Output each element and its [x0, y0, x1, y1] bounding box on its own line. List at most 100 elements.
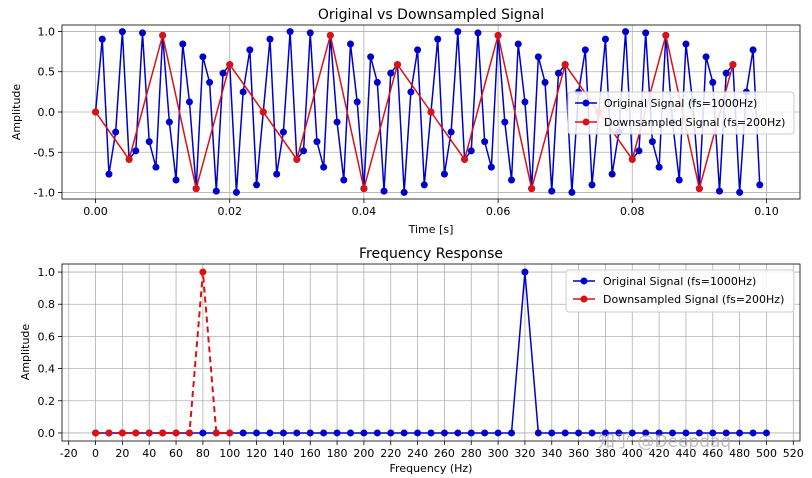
- data-point: [306, 29, 314, 37]
- data-point: [695, 185, 703, 193]
- x-tick-label: 440: [675, 447, 696, 460]
- data-point: [642, 429, 650, 437]
- watermark: 知乎 @Deepdaq: [598, 432, 731, 452]
- data-point: [454, 429, 462, 437]
- data-point: [192, 185, 200, 193]
- data-point: [185, 429, 193, 437]
- data-point: [534, 429, 542, 437]
- y-tick-label: 0.5: [38, 66, 56, 79]
- data-point: [400, 188, 408, 196]
- x-tick-label: 400: [622, 447, 643, 460]
- data-point: [729, 61, 737, 69]
- data-point: [669, 429, 677, 437]
- data-point: [145, 138, 153, 146]
- data-point: [736, 429, 744, 437]
- data-point: [172, 429, 180, 437]
- x-tick-label: 300: [488, 447, 509, 460]
- data-point: [655, 429, 663, 437]
- data-point: [273, 170, 281, 178]
- series-line-1: [94, 35, 734, 189]
- x-tick-label: 0.04: [352, 205, 377, 218]
- y-tick-label: -0.5: [34, 146, 55, 159]
- x-tick-label: 20: [115, 447, 129, 460]
- data-point: [320, 163, 328, 171]
- data-point: [554, 69, 562, 77]
- data-point: [682, 40, 690, 48]
- x-tick-label: 0.00: [83, 205, 108, 218]
- data-point: [239, 88, 247, 96]
- bottom-chart: Frequency Response -20 0 20 40 60 80 100 120 140…: [19, 246, 804, 475]
- data-point: [320, 429, 328, 437]
- data-point: [165, 118, 173, 126]
- x-tick-label: 380: [595, 447, 616, 460]
- bottom-chart-title: Frequency Response: [359, 246, 503, 262]
- bottom-chart-xlabel: Frequency (Hz): [390, 462, 473, 475]
- x-tick-label: 200: [353, 447, 374, 460]
- x-tick-label: 460: [702, 447, 723, 460]
- top-chart: Original vs Downsampled Signal 0.00 0.02 0…: [10, 7, 801, 236]
- data-point: [440, 429, 448, 437]
- data-point: [756, 181, 764, 189]
- data-point: [367, 53, 375, 61]
- bottom-chart-frame: [61, 263, 801, 442]
- data-point: [373, 78, 381, 86]
- bottom-legend-box: [565, 269, 795, 313]
- data-point: [615, 429, 623, 437]
- bottom-legend-marker-downsampled: [580, 295, 588, 303]
- data-point: [474, 29, 482, 37]
- data-point: [212, 187, 220, 195]
- x-tick-label: 0.06: [486, 205, 511, 218]
- data-point: [266, 429, 274, 437]
- data-point: [534, 53, 542, 61]
- top-chart-title: Original vs Downsampled Signal: [318, 7, 544, 23]
- data-point: [481, 429, 489, 437]
- x-tick-label: -20: [60, 447, 78, 460]
- data-point: [159, 31, 167, 39]
- y-tick-label: 0.0: [38, 427, 56, 440]
- data-point: [333, 429, 341, 437]
- x-tick-label: 160: [300, 447, 321, 460]
- data-point: [219, 69, 227, 77]
- y-tick-label: 0.4: [38, 363, 56, 376]
- data-point: [414, 429, 422, 437]
- data-point: [387, 69, 395, 77]
- data-point: [313, 138, 321, 146]
- bottom-legend-label-original: Original Signal (fs=1000Hz): [603, 275, 756, 288]
- data-point: [501, 118, 509, 126]
- x-tick-label: 140: [273, 447, 294, 460]
- data-point: [575, 429, 583, 437]
- x-tick-label: 220: [380, 447, 401, 460]
- data-point: [118, 429, 126, 437]
- x-tick-label: 480: [729, 447, 750, 460]
- x-tick-label: 60: [169, 447, 183, 460]
- data-point: [206, 78, 214, 86]
- x-tick-label: 240: [407, 447, 428, 460]
- data-point: [92, 108, 100, 116]
- bottom-chart-ticks: -20 0 20 40 60 80 100 120 140 160 180 200 220 240 260 2…: [38, 266, 804, 460]
- data-point: [487, 163, 495, 171]
- x-tick-label: 320: [514, 447, 535, 460]
- data-point: [642, 29, 650, 37]
- data-point: [494, 429, 502, 437]
- top-legend-label-downsampled: Downsampled Signal (fs=200Hz): [604, 116, 785, 129]
- data-point: [300, 147, 308, 155]
- data-point: [145, 429, 153, 437]
- data-point: [548, 429, 556, 437]
- x-tick-label: 80: [196, 447, 210, 460]
- data-point: [541, 78, 549, 86]
- top-legend-marker-original: [582, 99, 590, 107]
- data-point: [226, 429, 234, 437]
- data-point: [440, 170, 448, 178]
- top-chart-ylabel: Amplitude: [10, 84, 23, 141]
- bottom-chart-grid: [62, 264, 800, 441]
- x-tick-label: 180: [327, 447, 348, 460]
- data-point: [340, 176, 348, 184]
- series-line-0: [94, 31, 761, 193]
- x-tick-label: 520: [783, 447, 804, 460]
- y-tick-label: 0.8: [38, 298, 56, 311]
- data-point: [179, 40, 187, 48]
- series-line-1: [95, 271, 230, 434]
- bottom-chart-legend: Original Signal (fs=1000Hz) Downsampled …: [565, 269, 795, 313]
- data-point: [521, 268, 529, 276]
- x-tick-label: 280: [461, 447, 482, 460]
